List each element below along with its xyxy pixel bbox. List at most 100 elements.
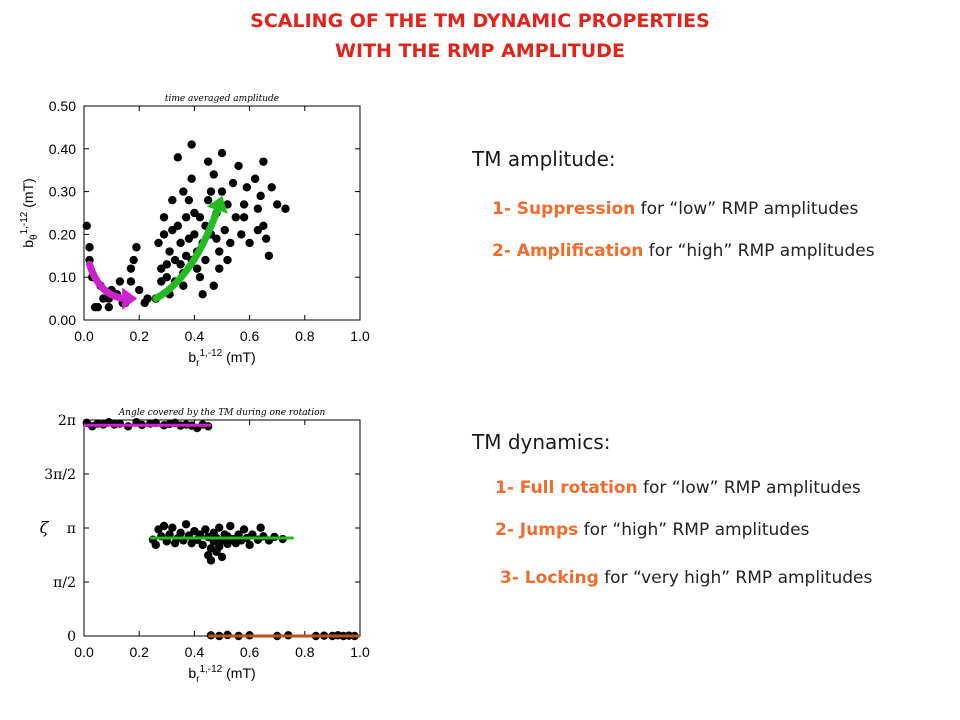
dynamics-item-3-key: 3- Locking bbox=[500, 568, 599, 588]
data-point bbox=[190, 230, 199, 239]
data-point bbox=[245, 238, 254, 248]
data-point bbox=[192, 264, 202, 273]
data-point bbox=[206, 187, 216, 196]
data-point bbox=[259, 157, 268, 166]
y-axis-label: ζ bbox=[40, 518, 50, 537]
data-point bbox=[226, 521, 235, 531]
tm-dynamics-heading: TM dynamics: bbox=[472, 430, 611, 454]
plot-frame bbox=[83, 105, 361, 321]
y-axis-label-group: bθ1,-12 (mT) bbox=[19, 178, 40, 248]
data-point bbox=[198, 540, 207, 550]
y-tick-label: 2π bbox=[58, 413, 76, 429]
data-point bbox=[226, 238, 235, 248]
data-point bbox=[173, 221, 183, 231]
data-point bbox=[159, 521, 169, 531]
data-point bbox=[104, 302, 114, 312]
data-point bbox=[162, 260, 171, 269]
amplitude-item-2-text: for “high” RMP amplitudes bbox=[643, 241, 875, 261]
data-point bbox=[256, 523, 265, 532]
slide-title-line1: SCALING OF THE TM DYNAMIC PROPERTIES bbox=[250, 10, 710, 32]
data-point bbox=[195, 273, 205, 282]
x-axis-label: br1,-12 (mT) bbox=[188, 348, 255, 369]
x-tick-label: 1.0 bbox=[350, 328, 370, 344]
x-tick-label: 0.4 bbox=[185, 644, 205, 660]
data-point bbox=[281, 204, 290, 213]
data-point bbox=[256, 191, 265, 201]
data-point bbox=[245, 540, 254, 550]
data-point bbox=[82, 221, 91, 231]
x-tick-label: 1.0 bbox=[350, 644, 370, 660]
data-point bbox=[212, 234, 221, 243]
x-tick-label: 0.2 bbox=[129, 328, 149, 344]
x-axis-label: br1,-12 (mT) bbox=[188, 664, 255, 685]
data-point bbox=[168, 195, 177, 205]
data-point bbox=[273, 200, 282, 209]
data-point bbox=[184, 195, 194, 205]
x-tick-label: 0.0 bbox=[74, 644, 94, 660]
dynamics-item-1-key: 1- Full rotation bbox=[495, 478, 638, 498]
data-point bbox=[242, 183, 252, 192]
y-tick-label: 0.10 bbox=[49, 269, 76, 285]
x-tick-label: 0.8 bbox=[295, 644, 315, 660]
y-tick-label: 0.30 bbox=[49, 184, 76, 200]
data-point bbox=[253, 204, 263, 213]
y-tick-label: 0.50 bbox=[49, 98, 76, 114]
data-point bbox=[204, 157, 213, 166]
data-point bbox=[85, 243, 94, 252]
dynamics-item-2-text: for “high” RMP amplitudes bbox=[578, 520, 810, 540]
y-tick-label: π/2 bbox=[53, 575, 76, 591]
data-point bbox=[173, 153, 183, 162]
data-point bbox=[259, 221, 268, 231]
dynamics-item-1: 1- Full rotation for “low” RMP amplitude… bbox=[495, 478, 861, 498]
data-point bbox=[215, 523, 224, 532]
data-point bbox=[143, 294, 152, 303]
green-arrow-head bbox=[206, 195, 228, 214]
data-point bbox=[135, 285, 144, 295]
data-point bbox=[195, 213, 205, 222]
data-point bbox=[129, 255, 138, 265]
data-point bbox=[261, 234, 271, 243]
data-point bbox=[165, 247, 174, 256]
y-tick-label: 0.20 bbox=[49, 226, 76, 242]
data-point bbox=[162, 273, 171, 282]
data-point bbox=[126, 277, 136, 286]
y-tick-label: 0.40 bbox=[49, 141, 76, 157]
data-point bbox=[159, 230, 169, 239]
data-point bbox=[159, 213, 169, 222]
data-point bbox=[220, 225, 229, 235]
amplitude-scatter-chart: time averaged amplitude 0.0 0.2 0.4 0.6 0.8 1.… bbox=[19, 94, 370, 369]
data-point bbox=[206, 556, 216, 565]
x-tick-label: 0.4 bbox=[185, 328, 205, 344]
y-axis-label: bθ1,-12 (mT) bbox=[19, 178, 40, 248]
data-point bbox=[215, 247, 224, 256]
tm-amplitude-heading: TM amplitude: bbox=[472, 147, 616, 171]
data-point bbox=[154, 238, 163, 248]
data-point bbox=[217, 148, 227, 158]
data-point bbox=[168, 523, 177, 532]
data-point bbox=[176, 238, 185, 248]
data-point bbox=[187, 174, 196, 183]
y-tick-label: 3π/2 bbox=[44, 467, 76, 483]
data-point bbox=[181, 520, 191, 529]
slide-title-line2: WITH THE RMP AMPLITUDE bbox=[335, 40, 625, 62]
x-tick-label: 0.2 bbox=[129, 644, 149, 660]
data-point bbox=[223, 255, 232, 265]
data-point bbox=[237, 230, 246, 239]
x-tick-label: 0.6 bbox=[240, 644, 260, 660]
data-point bbox=[179, 281, 188, 290]
dynamics-item-2-key: 2- Jumps bbox=[495, 520, 579, 540]
x-tick-label: 0.0 bbox=[74, 328, 94, 344]
y-tick-label: π bbox=[67, 521, 76, 537]
amplitude-item-1: 1- Suppression for “low” RMP amplitudes bbox=[492, 199, 858, 219]
amplitude-item-2: 2- Amplification for “high” RMP amplitud… bbox=[492, 241, 875, 261]
chart-title: Angle covered by the TM during one rotat… bbox=[118, 408, 326, 418]
y-tick-label: 0 bbox=[67, 629, 76, 645]
data-point bbox=[187, 140, 196, 149]
dynamics-item-3-text: for “very high” RMP amplitudes bbox=[598, 568, 873, 588]
data-point bbox=[223, 539, 232, 549]
data-point bbox=[239, 525, 249, 534]
data-point bbox=[132, 243, 141, 252]
magenta-arrow-head bbox=[122, 287, 138, 310]
data-point bbox=[198, 290, 207, 299]
data-point bbox=[239, 200, 249, 209]
